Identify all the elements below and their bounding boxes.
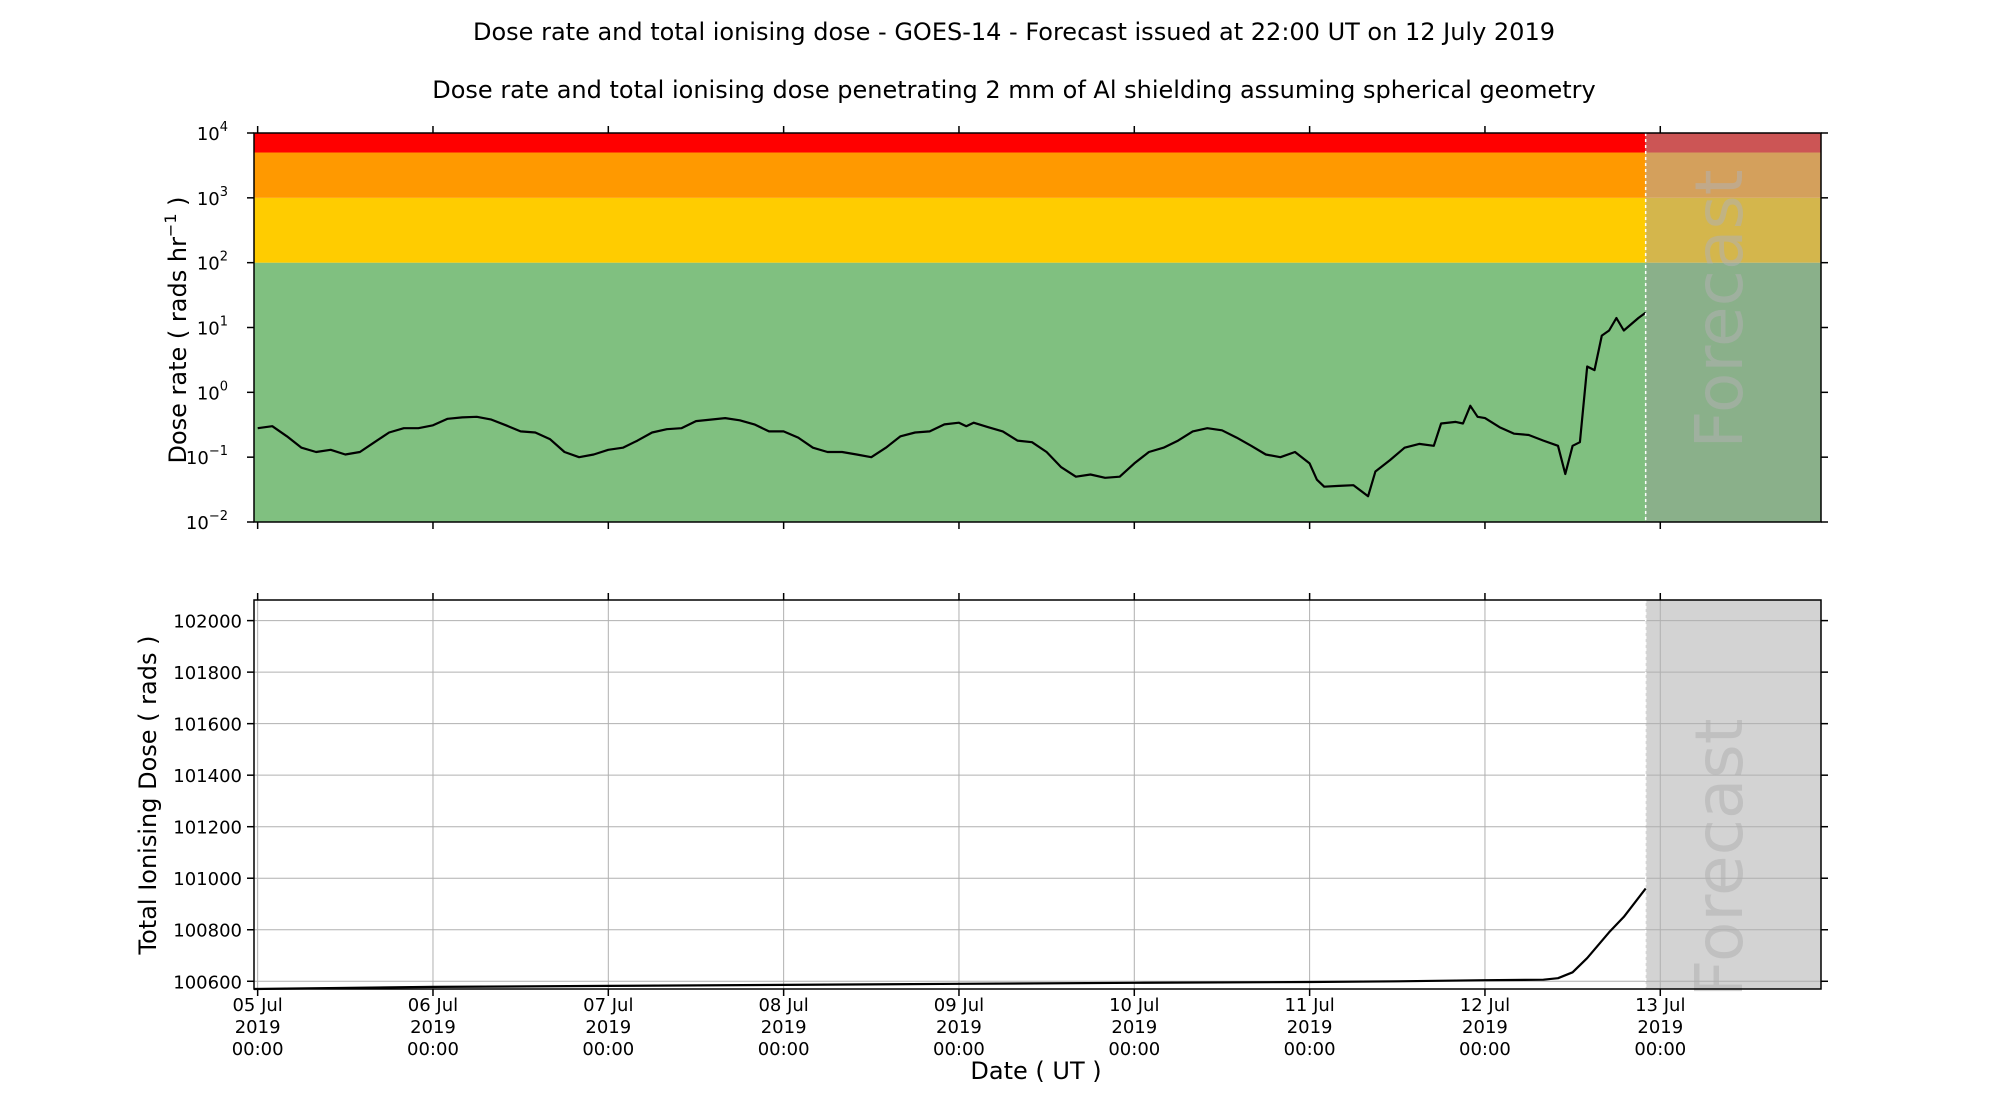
date-tick-line: 00:00 (1459, 1039, 1511, 1060)
total-dose-ytick-label-4: 101400 (173, 766, 242, 787)
tick-exponent: 4 (220, 120, 228, 135)
date-tick-line: 2019 (410, 1017, 456, 1038)
dose-rate-ytick-label-6: 104 (197, 120, 228, 145)
tick-base: 10 (186, 513, 209, 534)
date-tick-label-2: 07 Jul 2019 00:00 (582, 995, 634, 1060)
tick-exponent: 1 (220, 315, 228, 330)
tick-exponent: 0 (220, 379, 228, 394)
tick-base: 10 (197, 319, 220, 340)
total-dose-ytick-label-6: 101800 (173, 663, 242, 684)
date-tick-line: 2019 (936, 1017, 982, 1038)
risk-band-forecast-0 (1645, 262, 1821, 522)
tick-exponent: −1 (209, 444, 228, 459)
risk-band-2 (254, 152, 1646, 198)
total-dose-ytick-label-2: 101000 (173, 869, 242, 890)
date-tick-label-5: 10 Jul 2019 00:00 (1108, 995, 1160, 1060)
date-tick-line: 07 Jul (583, 995, 633, 1016)
chart-title: Dose rate and total ionising dose - GOES… (473, 18, 1555, 46)
date-tick-line: 2019 (761, 1017, 807, 1038)
risk-band-3 (254, 133, 1646, 153)
dose-rate-ytick-label-3: 101 (197, 315, 228, 340)
total-dose-ytick-label-5: 101600 (173, 715, 242, 736)
risk-band-0 (254, 262, 1646, 522)
date-tick-line: 00:00 (582, 1039, 634, 1060)
tick-exponent: 2 (220, 250, 228, 265)
date-tick-line: 2019 (235, 1017, 281, 1038)
tick-base: 10 (186, 448, 209, 469)
date-tick-line: 00:00 (232, 1039, 284, 1060)
total-dose-panel: Forecast 100600 100800 101000 101200 101400 10… (173, 593, 1828, 998)
date-tick-line: 2019 (1637, 1017, 1683, 1038)
forecast-label-top: Forecast (1681, 169, 1758, 448)
date-tick-label-8: 13 Jul 2019 00:00 (1634, 995, 1686, 1060)
dose-rate-ylabel-close: ) (164, 196, 192, 213)
date-tick-label-7: 12 Jul 2019 00:00 (1459, 995, 1511, 1060)
risk-band-forecast-1 (1645, 197, 1821, 263)
dose-rate-ylabel-exponent: −1 (161, 213, 180, 237)
chart-subtitle: Dose rate and total ionising dose penetr… (432, 76, 1596, 104)
forecast-region (1645, 600, 1821, 989)
date-tick-label-6: 11 Jul 2019 00:00 (1284, 995, 1336, 1060)
tick-base: 10 (197, 383, 220, 404)
date-tick-line: 08 Jul (758, 995, 808, 1016)
dose-rate-ytick-label-4: 102 (197, 250, 228, 275)
date-tick-line: 2019 (1287, 1017, 1333, 1038)
date-tick-line: 00:00 (933, 1039, 985, 1060)
dose-rate-frame (253, 132, 1822, 523)
tick-base: 10 (197, 189, 220, 210)
risk-band-forecast-3 (1645, 133, 1821, 153)
dose-rate-ytick-label-1: 10−1 (186, 444, 228, 469)
date-tick-line: 2019 (585, 1017, 631, 1038)
total-dose-y-axis-label: Total Ionising Dose ( rads ) (134, 636, 162, 956)
dose-rate-y-axis-label: Dose rate ( rads hr−1 ) (161, 196, 192, 463)
date-tick-line: 05 Jul (232, 995, 282, 1016)
total-dose-frame (253, 599, 1822, 990)
total-dose-ytick-label-0: 100600 (173, 972, 242, 993)
date-tick-line: 11 Jul (1284, 995, 1334, 1016)
date-tick-label-1: 06 Jul 2019 00:00 (407, 995, 459, 1060)
dose-rate-ytick-label-0: 10−2 (186, 509, 228, 534)
tick-exponent: 3 (220, 185, 228, 200)
date-tick-line: 06 Jul (408, 995, 458, 1016)
date-tick-line: 00:00 (758, 1039, 810, 1060)
date-tick-line: 12 Jul (1460, 995, 1510, 1016)
dose-rate-ytick-label-2: 100 (197, 379, 228, 404)
dose-rate-ytick-label-5: 103 (197, 185, 228, 210)
date-tick-line: 00:00 (1284, 1039, 1336, 1060)
date-tick-line: 10 Jul (1109, 995, 1159, 1016)
dose-rate-ylabel-main: Dose rate ( rads hr (164, 237, 192, 464)
date-tick-label-0: 05 Jul 2019 00:00 (232, 995, 284, 1060)
forecast-label-bottom: Forecast (1681, 718, 1758, 997)
date-tick-line: 13 Jul (1635, 995, 1685, 1016)
total-dose-line-0 (253, 887, 1647, 991)
date-tick-line: 00:00 (1108, 1039, 1160, 1060)
date-tick-line: 00:00 (407, 1039, 459, 1060)
x-axis-label: Date ( UT ) (970, 1057, 1101, 1085)
date-tick-line: 2019 (1462, 1017, 1508, 1038)
tick-base: 10 (197, 124, 220, 145)
date-tick-line: 09 Jul (934, 995, 984, 1016)
date-tick-label-3: 08 Jul 2019 00:00 (758, 995, 810, 1060)
date-tick-line: 00:00 (1634, 1039, 1686, 1060)
total-dose-ytick-label-3: 101200 (173, 818, 242, 839)
risk-band-1 (254, 197, 1646, 263)
total-dose-ytick-label-1: 100800 (173, 921, 242, 942)
tick-exponent: −2 (209, 509, 228, 524)
total-dose-ytick-label-7: 102000 (173, 612, 242, 633)
tick-base: 10 (197, 254, 220, 275)
date-tick-label-4: 09 Jul 2019 00:00 (933, 995, 985, 1060)
date-tick-line: 2019 (1111, 1017, 1157, 1038)
dose-rate-line-0 (257, 311, 1647, 498)
risk-band-forecast-2 (1645, 152, 1821, 198)
